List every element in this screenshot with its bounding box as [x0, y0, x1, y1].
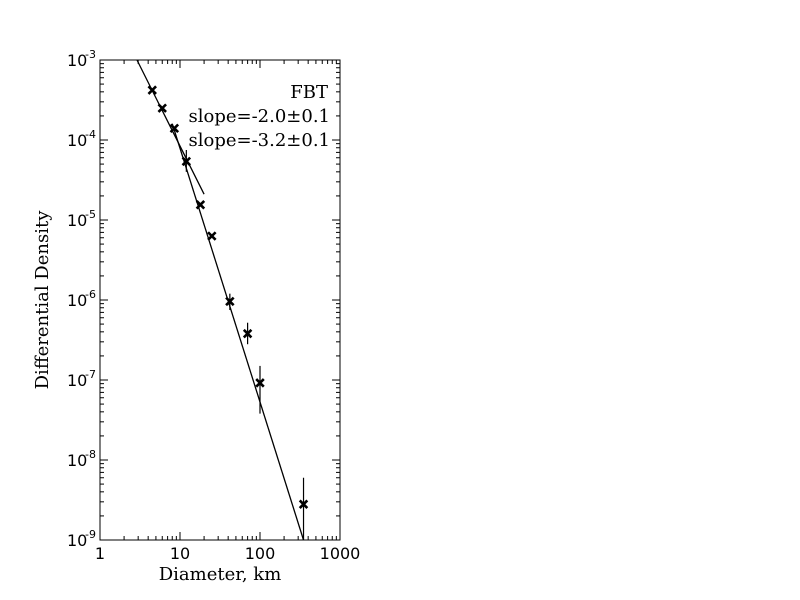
- fit-line-2: [171, 123, 305, 541]
- x-tick-label: 100: [245, 544, 276, 563]
- y-tick-exponent: -4: [85, 128, 96, 141]
- data-point: [169, 123, 180, 134]
- annotation-fbt: FBT: [290, 82, 328, 103]
- data-point: [181, 156, 192, 167]
- fit-line-1: [136, 59, 205, 195]
- y-axis-title: Differential Density: [32, 210, 53, 390]
- data-point: [298, 499, 309, 509]
- data-point: [147, 85, 157, 95]
- y-tick-label: 10: [67, 371, 87, 390]
- data-point: [195, 200, 206, 210]
- data-point: [242, 328, 253, 339]
- plot-layer: [136, 59, 309, 541]
- x-axis-title: Diameter, km: [159, 564, 282, 585]
- y-tick-exponent: -7: [85, 368, 96, 381]
- y-tick-label: 10: [67, 131, 87, 150]
- data-point: [157, 103, 167, 113]
- y-tick-label: 10: [67, 531, 87, 550]
- y-tick-label: 10: [67, 51, 87, 70]
- y-tick-label: 10: [67, 291, 87, 310]
- y-tick-exponent: -5: [85, 208, 96, 221]
- y-tick-label: 10: [67, 211, 87, 230]
- data-point: [207, 231, 217, 241]
- data-point: [255, 378, 265, 388]
- y-tick-exponent: -3: [85, 48, 96, 61]
- y-tick-label: 10: [67, 451, 87, 470]
- annotation-slope-2: slope=-3.2±0.1: [188, 130, 330, 151]
- x-tick-label: 10: [170, 544, 190, 563]
- y-tick-exponent: -8: [85, 448, 96, 461]
- x-tick-label: 1000: [320, 544, 361, 563]
- y-tick-exponent: -6: [85, 288, 96, 301]
- y-tick-exponent: -9: [85, 528, 96, 541]
- annotation-slope-1: slope=-2.0±0.1: [188, 106, 330, 127]
- data-point: [225, 296, 235, 307]
- x-tick-label: 1: [95, 544, 105, 563]
